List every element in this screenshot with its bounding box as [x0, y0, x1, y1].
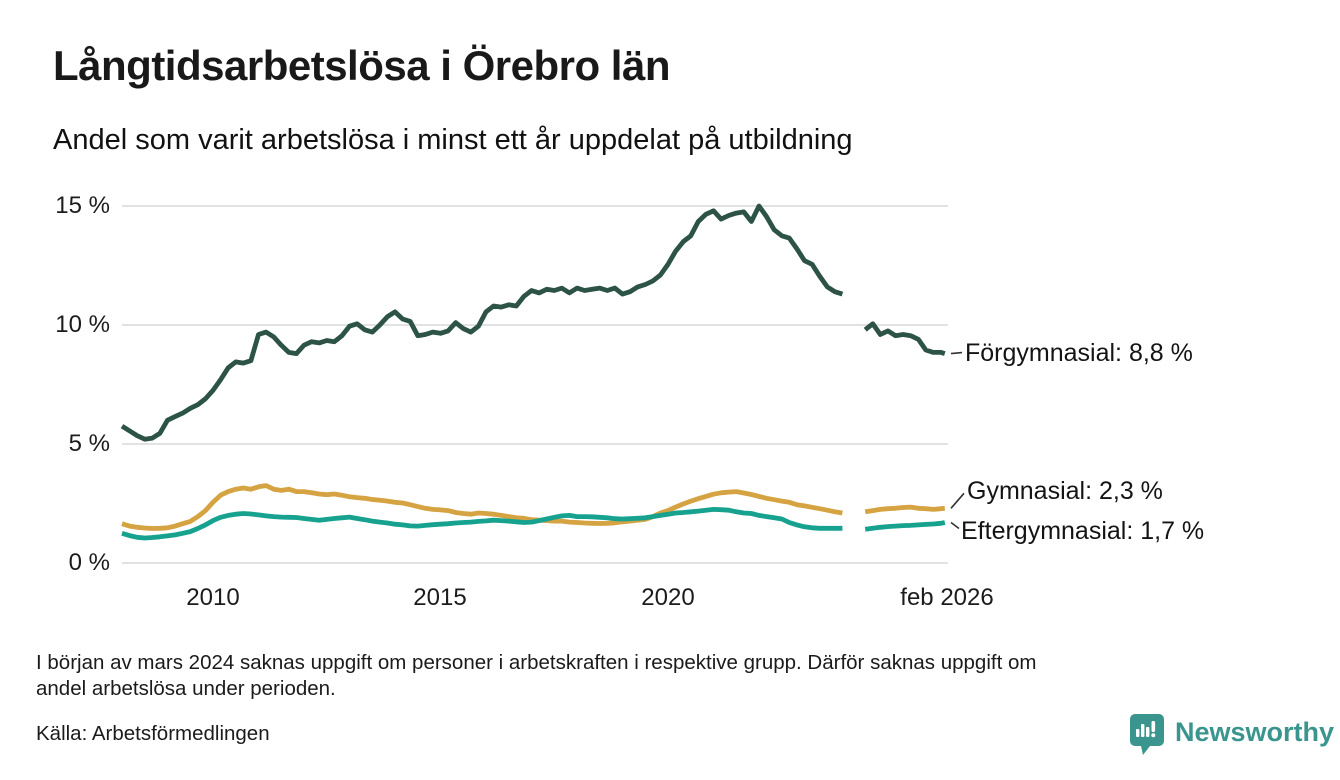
y-axis-tick-10: 10 %	[55, 311, 110, 338]
footnote-line1: I början av mars 2024 saknas uppgift om …	[36, 651, 1037, 674]
x-axis-tick-2020: 2020	[641, 584, 695, 611]
source-caption: Källa: Arbetsförmedlingen	[36, 722, 270, 745]
series-line-förgymnasial	[120, 203, 946, 442]
y-axis-tick-0: 0 %	[68, 549, 110, 576]
newsworthy-logo: Newsworthy	[1128, 712, 1334, 756]
y-axis-tick-15: 15 %	[55, 192, 110, 219]
series-line-gymnasial	[121, 483, 946, 531]
leader-line-gymnasial	[950, 492, 965, 509]
footnote: I början av mars 2024 saknas uppgift om …	[36, 650, 1306, 702]
x-axis-tick-2015: 2015	[413, 584, 467, 611]
page-title: Långtidsarbetslösa i Örebro län	[53, 42, 670, 89]
y-axis-tick-5: 5 %	[68, 430, 110, 457]
newsworthy-wordmark: Newsworthy	[1175, 717, 1335, 747]
series-label-eftergymnasial: Eftergymnasial: 1,7 %	[961, 517, 1205, 545]
x-axis-tick-2010: 2010	[186, 584, 240, 611]
newsworthy-bubble-icon	[1130, 714, 1164, 755]
x-axis-tick-feb-2026: feb 2026	[900, 584, 994, 611]
chart-subtitle: Andel som varit arbetslösa i minst ett å…	[53, 124, 853, 156]
series-label-gymnasial: Gymnasial: 2,3 %	[967, 477, 1163, 505]
leader-line-förgymnasial	[950, 351, 963, 355]
series-line-eftergymnasial	[121, 507, 946, 541]
footnote-line2: andel arbetslösa under perioden.	[36, 677, 336, 700]
leader-line-eftergymnasial	[950, 521, 960, 530]
series-label-forgymnasial: Förgymnasial: 8,8 %	[965, 339, 1193, 367]
